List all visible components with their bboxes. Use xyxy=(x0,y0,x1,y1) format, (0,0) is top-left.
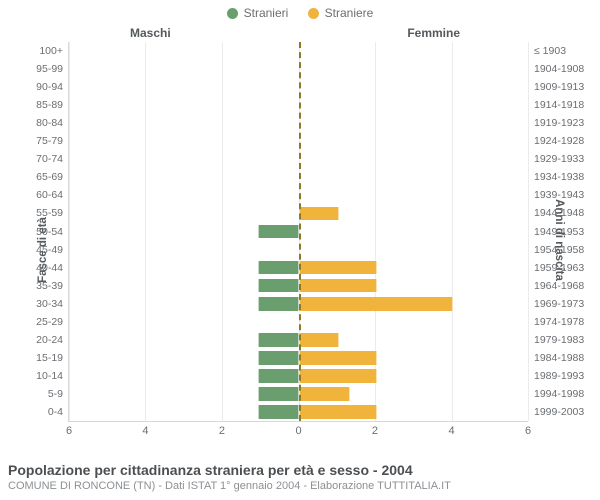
y-tick-birth: 1939-1943 xyxy=(534,189,584,201)
y-tick-birth: 1979-1983 xyxy=(534,334,584,346)
gridline xyxy=(452,42,453,421)
gridline xyxy=(222,42,223,421)
y-tick-age: 35-39 xyxy=(25,280,63,292)
y-tick-age: 30-34 xyxy=(25,298,63,310)
y-tick-birth: 1999-2003 xyxy=(534,406,584,418)
y-tick-birth: 1924-1928 xyxy=(534,135,584,147)
y-tick-age: 5-9 xyxy=(25,388,63,400)
legend-item-female: Straniere xyxy=(308,6,374,20)
y-tick-birth: 1994-1998 xyxy=(534,388,584,400)
legend-item-male: Stranieri xyxy=(227,6,289,20)
bar-male xyxy=(258,333,298,347)
bar-male xyxy=(258,225,298,239)
y-tick-age: 45-49 xyxy=(25,244,63,256)
legend-label-male: Stranieri xyxy=(244,6,289,20)
legend-swatch-male xyxy=(227,8,238,19)
bar-male xyxy=(258,369,298,383)
x-tick: 0 xyxy=(295,425,301,437)
y-tick-age: 15-19 xyxy=(25,352,63,364)
y-tick-age: 25-29 xyxy=(25,316,63,328)
y-tick-birth: 1904-1908 xyxy=(534,63,584,75)
y-tick-birth: 1919-1923 xyxy=(534,117,584,129)
x-tick: 2 xyxy=(219,425,225,437)
chart-titles: Popolazione per cittadinanza straniera p… xyxy=(8,462,592,492)
y-tick-age: 65-69 xyxy=(25,171,63,183)
bar-male xyxy=(258,279,298,293)
y-tick-birth: 1964-1968 xyxy=(534,280,584,292)
bar-male xyxy=(258,261,298,275)
x-tick: 2 xyxy=(372,425,378,437)
y-tick-birth: 1954-1958 xyxy=(534,244,584,256)
y-tick-birth: 1974-1978 xyxy=(534,316,584,328)
y-tick-age: 80-84 xyxy=(25,117,63,129)
bar-female xyxy=(299,405,377,419)
y-tick-birth: 1984-1988 xyxy=(534,352,584,364)
gridline xyxy=(69,42,70,421)
y-tick-birth: 1914-1918 xyxy=(534,99,584,111)
legend-swatch-female xyxy=(308,8,319,19)
y-tick-birth: ≤ 1903 xyxy=(534,45,566,57)
legend: Stranieri Straniere xyxy=(0,6,600,22)
y-tick-birth: 1959-1963 xyxy=(534,262,584,274)
bar-male xyxy=(258,405,298,419)
gridline xyxy=(528,42,529,421)
bar-female xyxy=(299,297,454,311)
bar-male xyxy=(258,297,298,311)
y-tick-age: 60-64 xyxy=(25,189,63,201)
y-tick-age: 90-94 xyxy=(25,81,63,93)
pyramid-chart: Stranieri Straniere Maschi Femmine Fasce… xyxy=(0,0,600,500)
y-tick-age: 10-14 xyxy=(25,370,63,382)
y-tick-age: 100+ xyxy=(25,45,63,57)
y-tick-age: 20-24 xyxy=(25,334,63,346)
y-tick-age: 40-44 xyxy=(25,262,63,274)
chart-title: Popolazione per cittadinanza straniera p… xyxy=(8,462,592,478)
y-tick-age: 55-59 xyxy=(25,207,63,219)
bar-female xyxy=(299,369,377,383)
y-tick-age: 50-54 xyxy=(25,226,63,238)
y-tick-birth: 1949-1953 xyxy=(534,226,584,238)
y-tick-age: 70-74 xyxy=(25,153,63,165)
x-tick: 6 xyxy=(66,425,72,437)
y-tick-birth: 1944-1948 xyxy=(534,207,584,219)
x-tick: 4 xyxy=(448,425,454,437)
y-tick-birth: 1909-1913 xyxy=(534,81,584,93)
y-tick-birth: 1934-1938 xyxy=(534,171,584,183)
gridline xyxy=(145,42,146,421)
y-tick-birth: 1969-1973 xyxy=(534,298,584,310)
y-tick-age: 75-79 xyxy=(25,135,63,147)
bar-female xyxy=(299,351,377,365)
y-tick-birth: 1989-1993 xyxy=(534,370,584,382)
column-title-female: Femmine xyxy=(407,26,460,40)
y-tick-birth: 1929-1933 xyxy=(534,153,584,165)
bar-female xyxy=(299,207,339,221)
plot-area: 100+≤ 190395-991904-190890-941909-191385… xyxy=(68,42,528,422)
bar-female xyxy=(299,387,351,401)
x-tick: 4 xyxy=(142,425,148,437)
y-tick-age: 85-89 xyxy=(25,99,63,111)
legend-label-female: Straniere xyxy=(325,6,374,20)
y-tick-age: 0-4 xyxy=(25,406,63,418)
bar-female xyxy=(299,261,377,275)
column-title-male: Maschi xyxy=(130,26,171,40)
bar-female xyxy=(299,279,377,293)
chart-subtitle: COMUNE DI RONCONE (TN) - Dati ISTAT 1° g… xyxy=(8,480,592,492)
x-tick: 6 xyxy=(525,425,531,437)
bar-male xyxy=(258,387,298,401)
bar-male xyxy=(258,351,298,365)
y-tick-age: 95-99 xyxy=(25,63,63,75)
bar-female xyxy=(299,333,339,347)
center-axis xyxy=(299,42,301,421)
